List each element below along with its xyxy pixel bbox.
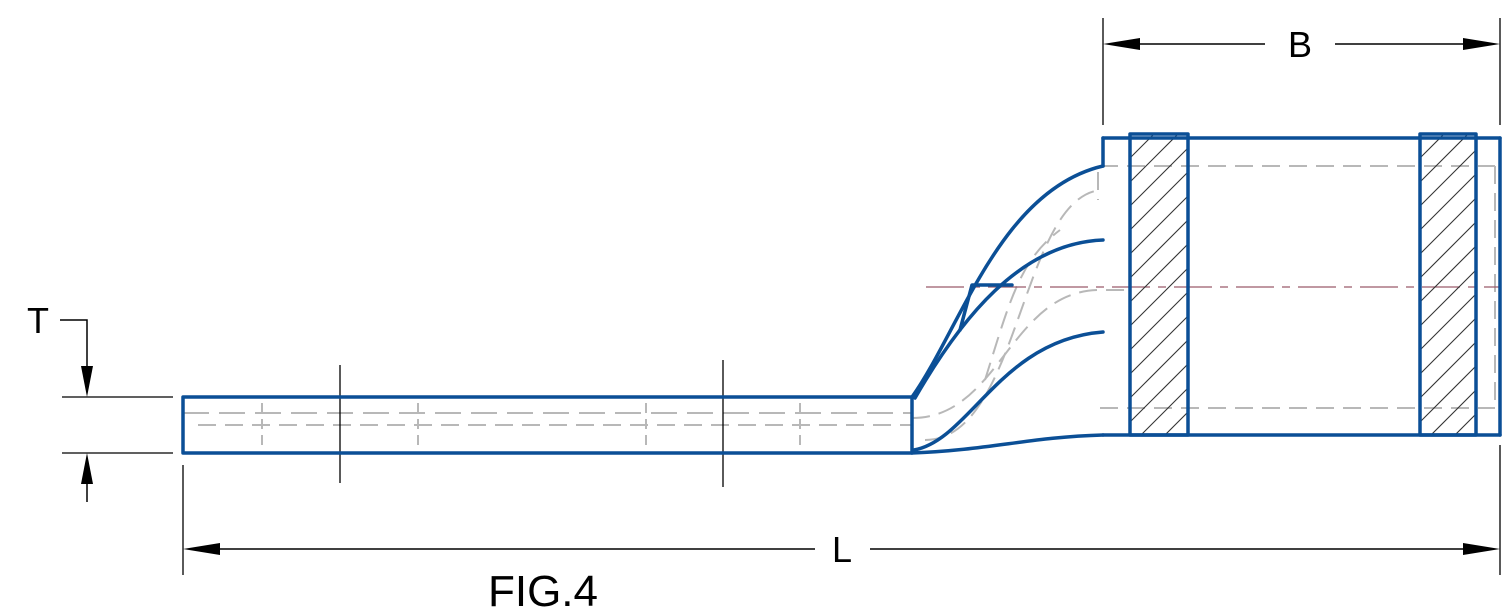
hatch-line [1140, 387, 1188, 435]
hatch-line [1130, 134, 1179, 183]
hatch-line [1420, 293, 1476, 351]
hatch-line [1420, 197, 1476, 255]
neck-inner-curve-2 [912, 330, 1105, 452]
hatch-line [1420, 134, 1421, 135]
hidden-lines [183, 165, 1496, 450]
hatch-line [1130, 195, 1188, 255]
hatch-line [1164, 411, 1188, 435]
arrowhead [81, 366, 93, 397]
neck-lower-flare [910, 433, 1105, 455]
hatch-line [1420, 486, 1476, 542]
hatch-line [1420, 245, 1476, 303]
hatch-line [1130, 436, 1188, 494]
hatch-line [1420, 462, 1476, 518]
hatch-line [1130, 267, 1188, 327]
band-hatching [1130, 134, 1476, 542]
hatch-line [1420, 341, 1476, 399]
hatch-line [1454, 413, 1476, 435]
hatch-line [1130, 460, 1188, 518]
hatch-line [1420, 438, 1476, 494]
neck-step [958, 283, 1014, 332]
hatch-line [1130, 363, 1188, 423]
hatch-line [1430, 389, 1476, 435]
hatch-line [1130, 484, 1188, 542]
hatch-set [1130, 134, 1188, 542]
hatch-line [1130, 134, 1155, 159]
arrowhead [183, 543, 220, 555]
hatch-line [1420, 134, 1445, 159]
hatch-line [1130, 243, 1188, 303]
hatch-set [1420, 134, 1476, 542]
hatch-line [1130, 339, 1188, 399]
neck-upper-flare [910, 164, 1105, 399]
hatch-line [1420, 221, 1476, 279]
hatch-line [1420, 269, 1476, 327]
arrowhead [1463, 38, 1500, 50]
figure-caption: FIG.4 [488, 567, 598, 612]
arrowhead [1103, 38, 1140, 50]
hatch-line [1130, 315, 1188, 375]
hatch-line [1130, 219, 1188, 279]
dimension-label-t: T [27, 300, 49, 341]
hatch-line [1420, 149, 1476, 207]
insulation-band-right [1418, 132, 1478, 437]
dimension-t: T [27, 300, 173, 502]
insulation-band-left [1128, 132, 1190, 437]
hatch-line [1130, 134, 1131, 135]
arrowhead [81, 453, 93, 484]
hatch-line [1420, 365, 1476, 423]
hatch-line [1420, 317, 1476, 375]
hatch-line [1130, 171, 1188, 231]
tongue [181, 395, 914, 455]
hatch-line [1130, 147, 1188, 207]
terminal-outline [181, 132, 1502, 455]
dimension-label-l: L [832, 529, 852, 570]
leader-line [60, 319, 88, 370]
dimension-l: L [182, 445, 1501, 575]
neck-inner-curve-1 [913, 238, 1105, 400]
dimension-label-b: B [1288, 24, 1312, 65]
arrowhead [1463, 543, 1500, 555]
hatch-line [1130, 291, 1188, 351]
hatch-line [1420, 173, 1476, 231]
dimension-b: B [1102, 18, 1501, 125]
